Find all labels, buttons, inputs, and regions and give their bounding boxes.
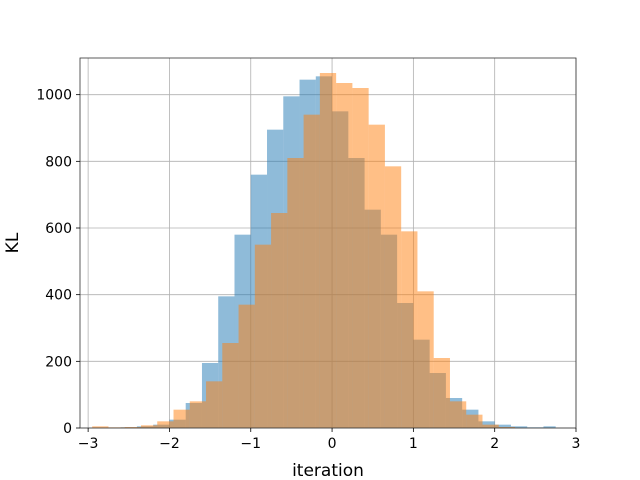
histogram-bar-series-2 (401, 231, 418, 428)
histogram-bar-series-2 (368, 124, 385, 429)
histogram-bar-series-2 (352, 88, 369, 428)
histogram-bar-series-1 (543, 426, 556, 428)
axis-ticks: −3 −2 −1 0 1 2 3 0 200 400 600 800 1000 (36, 88, 580, 452)
histogram-bar-series-2 (384, 166, 402, 429)
y-tick-label: 400 (45, 288, 72, 304)
histogram-bar-series-2 (466, 414, 483, 428)
histogram-bar-series-2 (482, 424, 499, 428)
histogram-bar-series-2 (433, 358, 450, 428)
histogram-bar-series-2 (336, 83, 353, 428)
y-tick-label: 1000 (36, 88, 72, 104)
histogram-bar-series-2 (189, 401, 207, 428)
y-tick-label: 800 (45, 154, 72, 170)
histogram-bar-series-2 (124, 427, 141, 428)
histogram-bar-series-2 (222, 343, 239, 428)
x-tick-label: −3 (78, 436, 99, 452)
histogram-bar-series-2 (140, 425, 158, 428)
histogram-bar-series-2 (206, 381, 223, 428)
histogram-bar-series-2 (303, 114, 320, 429)
histogram-bar-series-2 (238, 304, 255, 428)
histogram-bar-series-2 (254, 244, 272, 428)
histogram-bar-series-2 (449, 401, 467, 428)
x-axis-title: iteration (292, 461, 364, 480)
histogram-bar-series-2 (287, 158, 304, 428)
y-tick-label: 600 (45, 221, 72, 237)
x-tick-label: 1 (409, 436, 418, 452)
histogram-bar-series-2 (157, 421, 174, 428)
y-axis-title: KL (3, 232, 23, 253)
y-tick-label: 0 (63, 421, 72, 437)
x-tick-label: −1 (240, 436, 261, 452)
histogram-bar-series-1 (494, 424, 511, 428)
plot-frame (79, 57, 577, 429)
x-tick-label: −2 (159, 436, 180, 452)
x-tick-label: 3 (572, 436, 581, 452)
histogram-bar-series-1 (510, 426, 528, 428)
x-tick-label: 2 (490, 436, 499, 452)
histogram-bar-series-2 (319, 73, 337, 428)
x-tick-label: 0 (328, 436, 337, 452)
histogram-bar-series-2 (173, 409, 190, 428)
histogram-bar-series-2 (92, 426, 109, 428)
histogram-bar-series-2 (417, 291, 434, 428)
histogram-bar-series-2 (271, 213, 288, 428)
y-tick-label: 200 (45, 354, 72, 370)
histogram-bar-series-2 (498, 427, 516, 428)
histogram-bars (92, 73, 556, 429)
